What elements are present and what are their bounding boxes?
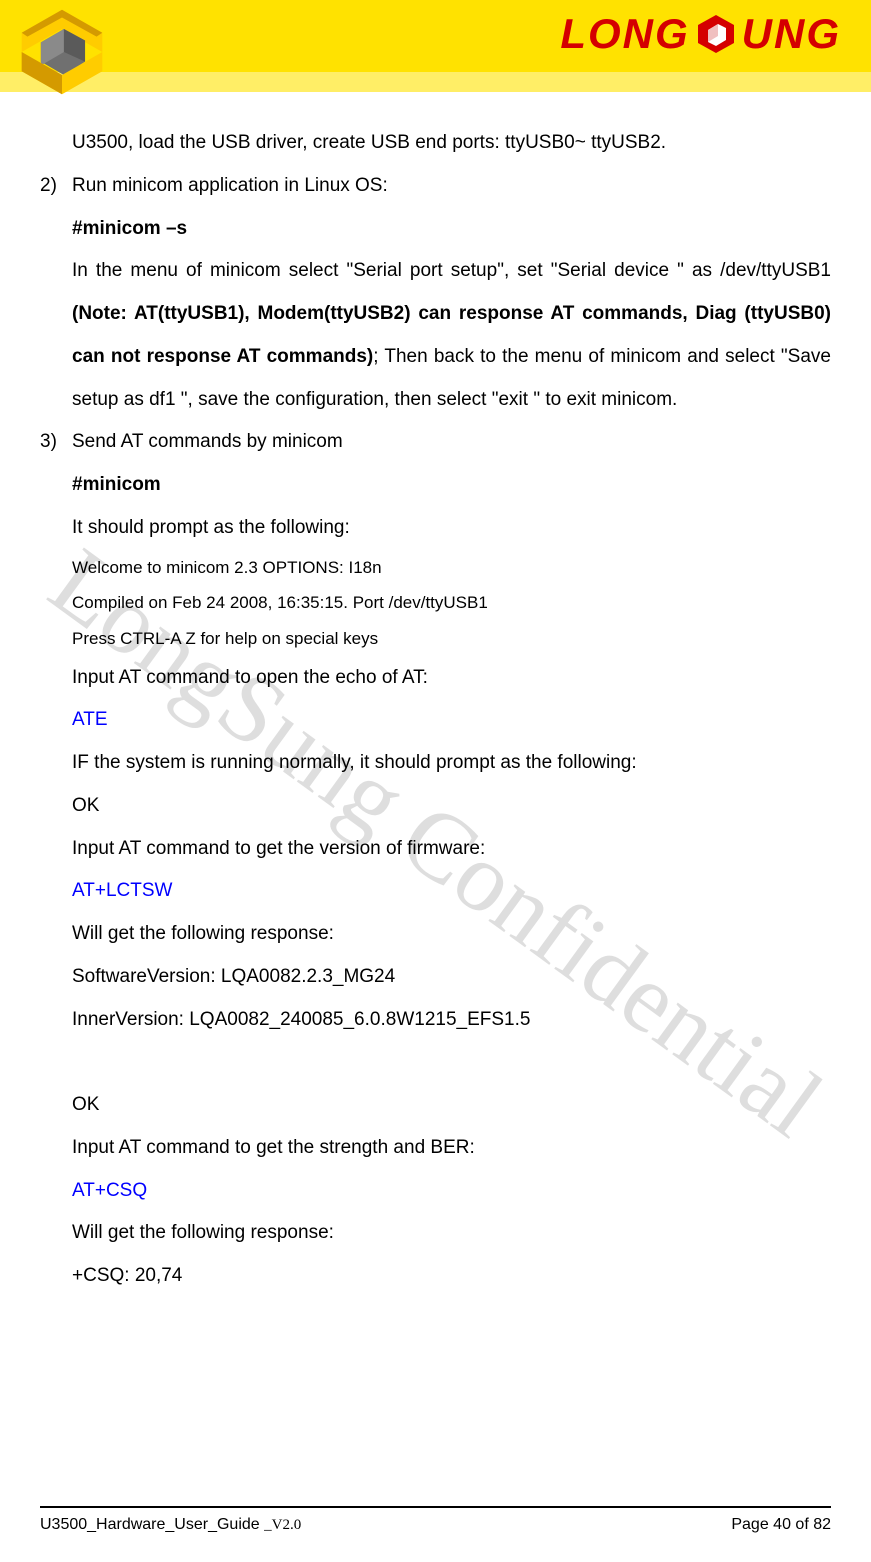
brand-wordmark: LONG UNG (560, 10, 841, 58)
response-ok-2: OK (40, 1084, 831, 1127)
brand-mid-logo-icon (694, 12, 738, 56)
step-2-number: 2) (40, 165, 72, 208)
step-3-input-csq: Input AT command to get the strength and… (40, 1127, 831, 1170)
step-2-description: In the menu of minicom select "Serial po… (40, 250, 831, 421)
step-2-desc-a: In the menu of minicom select "Serial po… (72, 260, 831, 281)
step-3-response-1: Will get the following response: (40, 913, 831, 956)
header-bar-top: LONG UNG (0, 0, 871, 72)
step-3-response-2: Will get the following response: (40, 1212, 831, 1255)
response-ok-1: OK (40, 785, 831, 828)
step-3-command: #minicom (40, 464, 831, 507)
software-version-line: SoftwareVersion: LQA0082.2.3_MG24 (40, 956, 831, 999)
footer-doc-version: _V2.0 (264, 1517, 301, 1533)
step-3-input-version: Input AT command to get the version of f… (40, 828, 831, 871)
continuation-paragraph: U3500, load the USB driver, create USB e… (40, 122, 831, 165)
page-footer: U3500_Hardware_User_Guide _V2.0 Page 40 … (40, 1506, 831, 1534)
at-command-ate: ATE (40, 699, 831, 742)
step-3-ctrl-line: Press CTRL-A Z for help on special keys (40, 621, 831, 657)
step-3-intro: Send AT commands by minicom (72, 421, 831, 464)
company-logo-icon (14, 4, 110, 94)
document-body: U3500, load the USB driver, create USB e… (0, 92, 871, 1298)
footer-rule (40, 1506, 831, 1508)
csq-result-line: +CSQ: 20,74 (40, 1255, 831, 1298)
step-2-command: #minicom –s (40, 208, 831, 251)
footer-doc-id: U3500_Hardware_User_Guide _V2.0 (40, 1516, 301, 1534)
brand-text-right: UNG (742, 10, 841, 58)
step-2-intro: Run minicom application in Linux OS: (72, 165, 831, 208)
inner-version-line: InnerVersion: LQA0082_240085_6.0.8W1215_… (40, 999, 831, 1042)
step-3-number: 3) (40, 421, 72, 464)
step-3: 3) Send AT commands by minicom (40, 421, 831, 464)
footer-doc-name: U3500_Hardware_User_Guide (40, 1516, 264, 1533)
step-3-prompt-intro: It should prompt as the following: (40, 507, 831, 550)
step-3-running: IF the system is running normally, it sh… (40, 742, 831, 785)
header-bar-bottom (0, 72, 871, 92)
brand-text-left: LONG (560, 10, 689, 58)
footer-page-number: Page 40 of 82 (731, 1516, 831, 1534)
at-command-lctsw: AT+LCTSW (40, 870, 831, 913)
step-3-compiled-line: Compiled on Feb 24 2008, 16:35:15. Port … (40, 585, 831, 621)
step-2: 2) Run minicom application in Linux OS: (40, 165, 831, 208)
at-command-csq: AT+CSQ (40, 1170, 831, 1213)
step-3-input-echo: Input AT command to open the echo of AT: (40, 657, 831, 700)
step-3-welcome-line: Welcome to minicom 2.3 OPTIONS: I18n (40, 550, 831, 586)
